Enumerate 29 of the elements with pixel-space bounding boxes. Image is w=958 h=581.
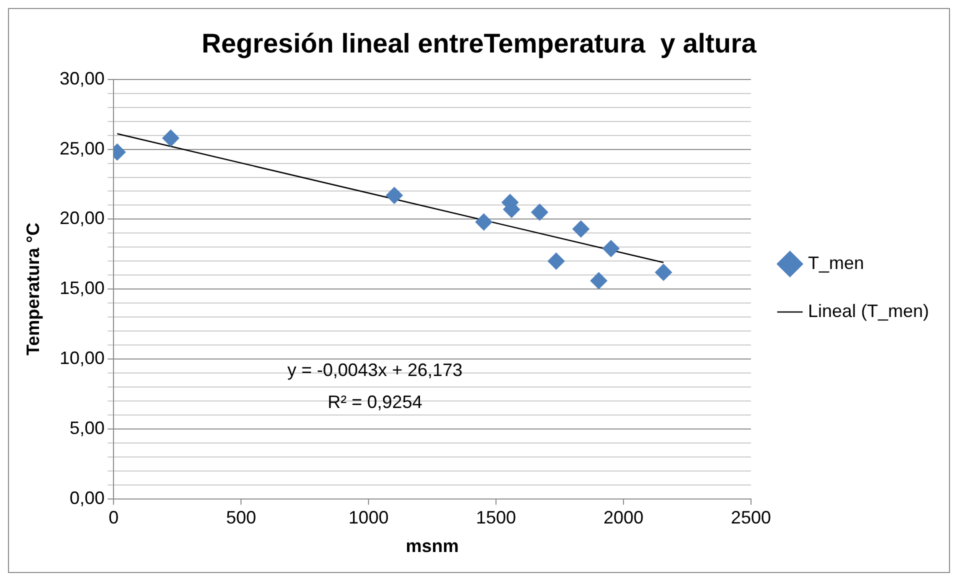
x-tick-label: 2500: [730, 508, 771, 528]
point: [602, 240, 620, 258]
y-tick-label: 10,00: [60, 348, 105, 368]
annotation: y = -0,0043x + 26,173: [287, 360, 463, 380]
point: [531, 204, 548, 221]
point: [475, 213, 492, 230]
x-axis-title: msnm: [406, 536, 459, 556]
point: [386, 186, 403, 204]
y-tick-label: 30,00: [60, 68, 105, 88]
x-tick-label: 2000: [603, 508, 644, 528]
y-axis-title: Temperatura °C: [22, 222, 43, 356]
y-tick-label: 5,00: [70, 418, 105, 438]
x-tick-label: 1000: [348, 508, 389, 528]
y-tick-label: 20,00: [60, 208, 105, 228]
point: [590, 272, 608, 290]
x-tick-label: 0: [108, 508, 119, 528]
y-tick-label: 25,00: [60, 138, 105, 158]
chart-title: Regresión lineal entreTemperatura y altura: [202, 28, 758, 59]
x-tick-label: 500: [226, 508, 256, 528]
y-tick-label: 15,00: [60, 278, 105, 298]
point: [572, 220, 590, 238]
point: [655, 264, 672, 281]
y-tick-label: 0,00: [70, 488, 105, 508]
annotation: R² = 0,9254: [328, 392, 422, 412]
point: [162, 130, 180, 147]
point: [548, 252, 565, 270]
legend-label: Lineal (T_men): [808, 300, 930, 321]
x-tick-label: 1500: [476, 508, 516, 528]
legend-label: T_men: [808, 252, 864, 273]
